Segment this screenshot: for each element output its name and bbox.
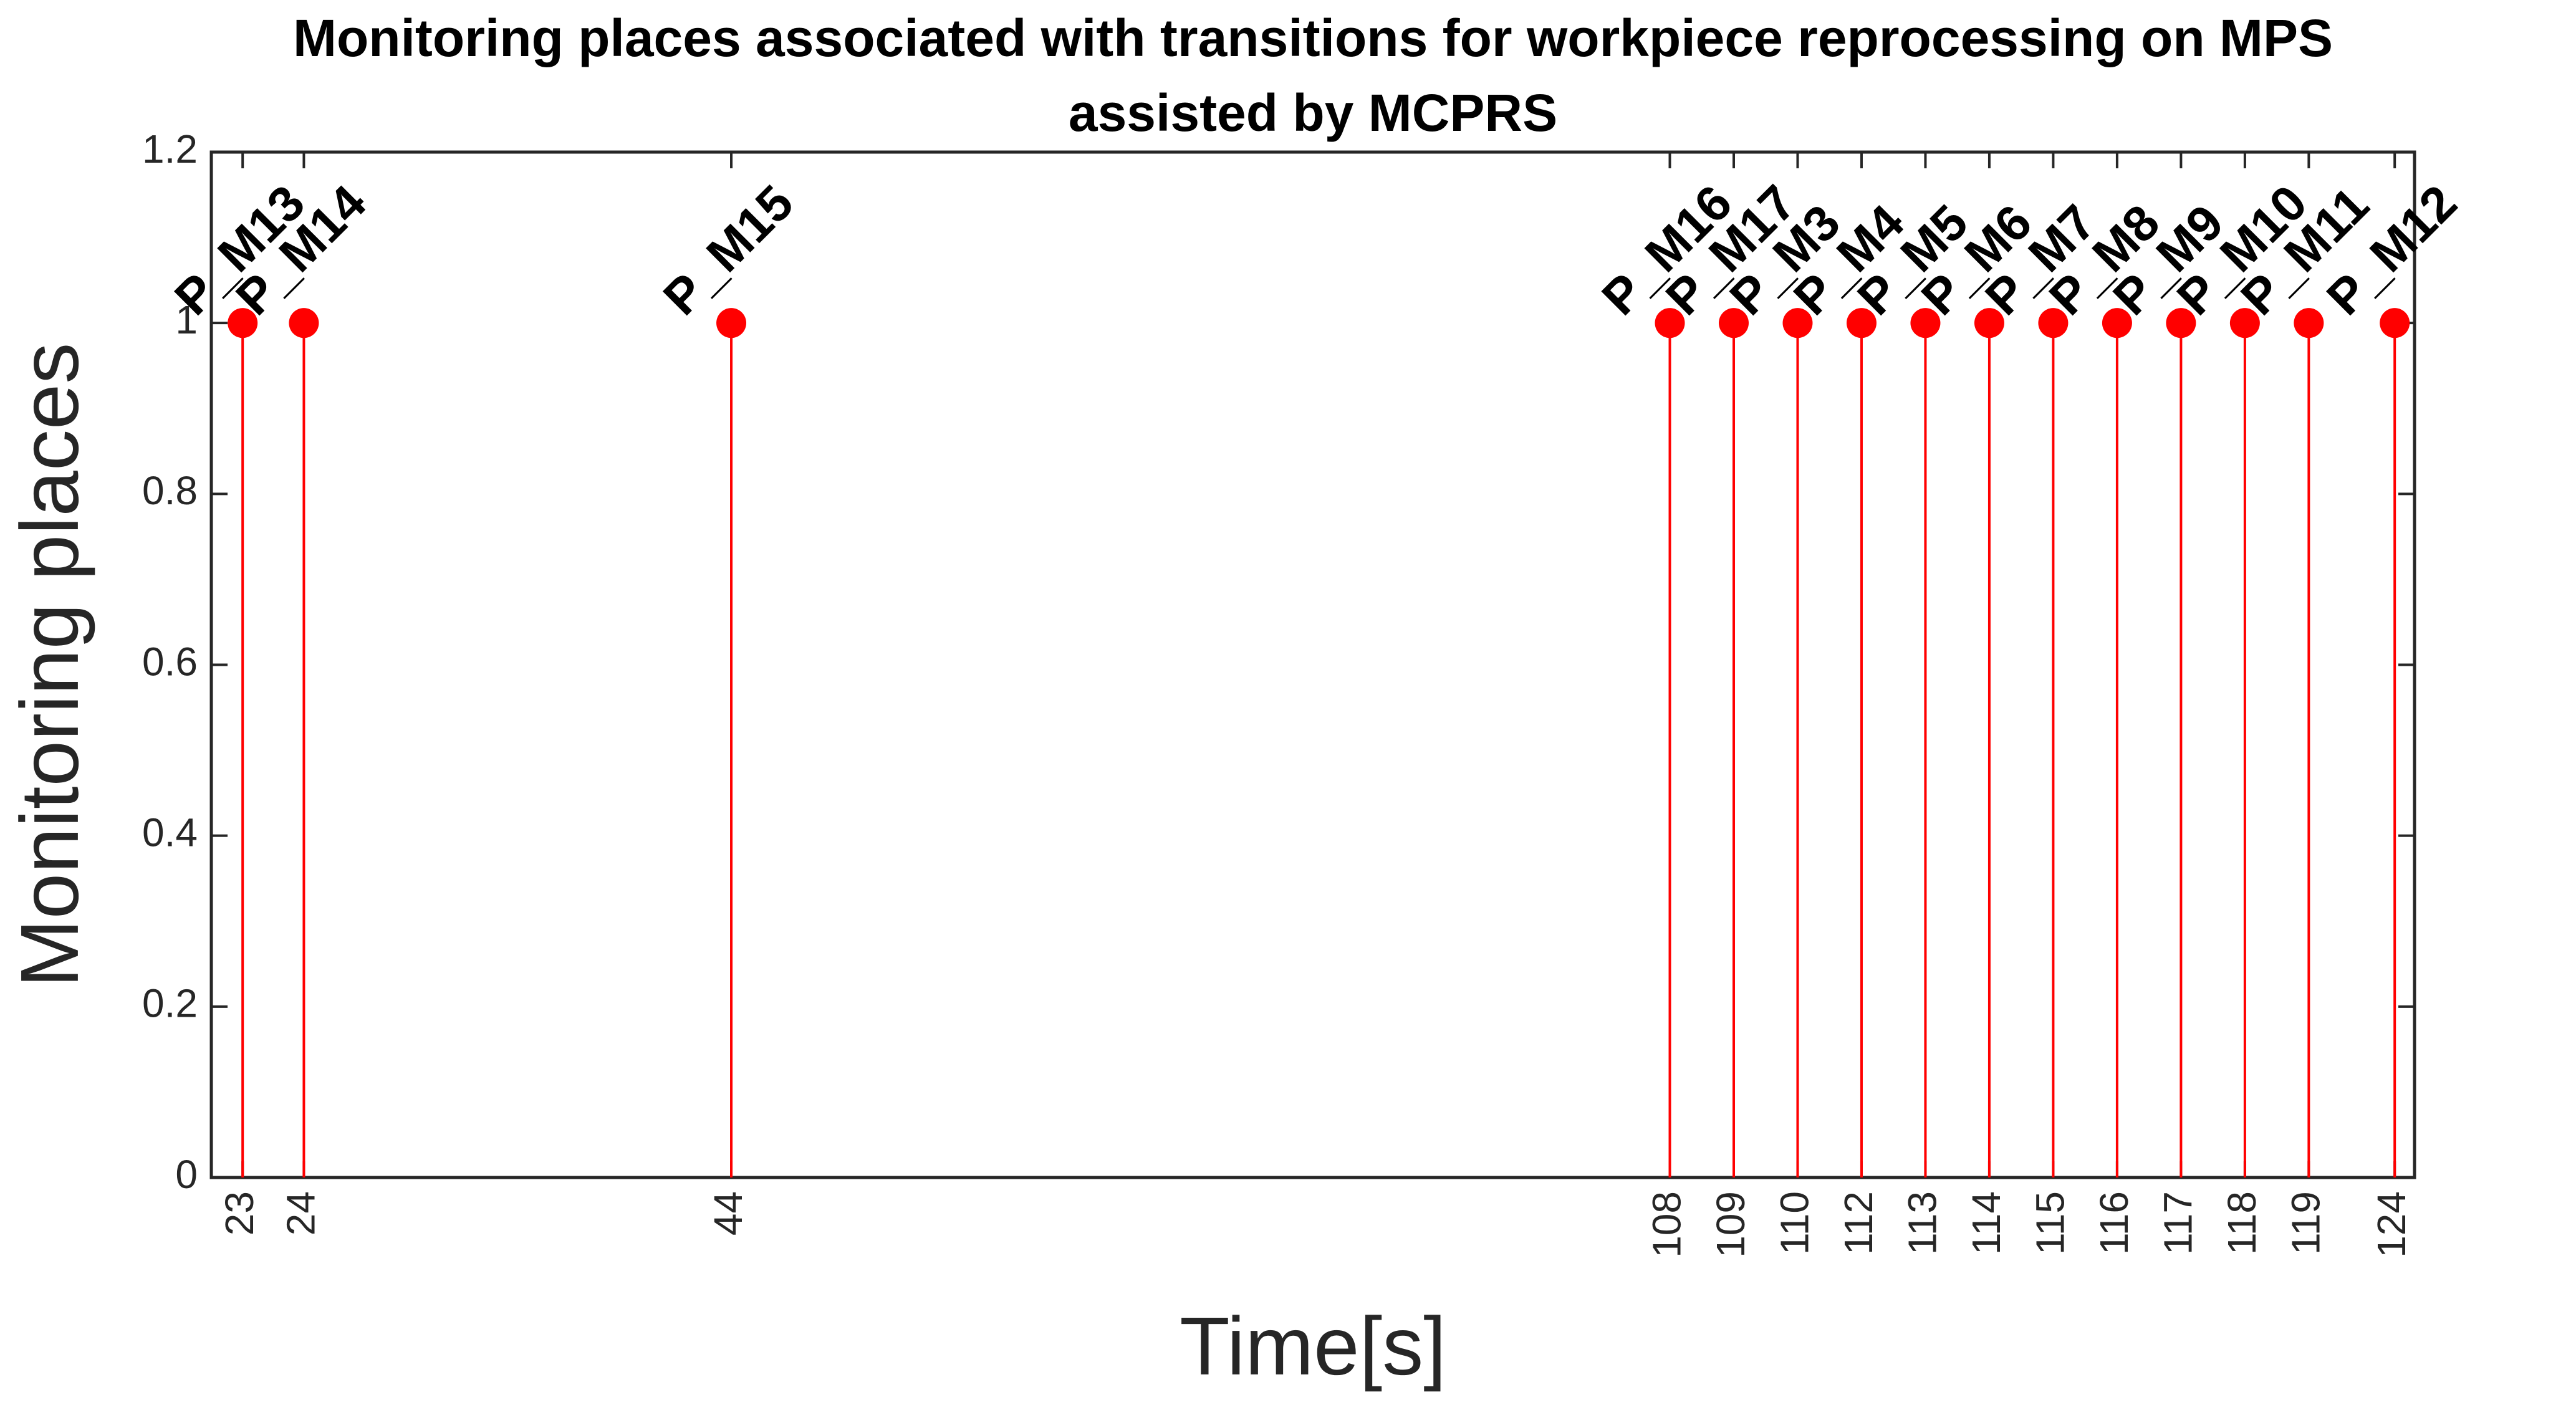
x-tick-label: 108: [1644, 1191, 1689, 1258]
stem-marker: [289, 308, 319, 338]
x-tick-label: 117: [2155, 1191, 2200, 1255]
x-tick-label: 112: [1836, 1191, 1881, 1255]
y-tick-label: 1.2: [142, 127, 198, 171]
y-tick-label: 0.6: [142, 639, 198, 684]
stem-marker: [1974, 308, 2004, 338]
x-axis-label: Time[s]: [1180, 1300, 1446, 1392]
x-tick-label: 113: [1900, 1191, 1944, 1255]
x-tick-label: 124: [2369, 1191, 2414, 1258]
y-tick-label: 0: [175, 1152, 198, 1197]
x-tick-label: 44: [706, 1191, 751, 1235]
x-tick-label: 110: [1772, 1191, 1817, 1255]
x-tick-label: 115: [2027, 1191, 2072, 1255]
chart-title: assisted by MCPRS: [1069, 84, 1557, 142]
x-tick-label: 23: [217, 1191, 262, 1235]
stem-marker: [228, 308, 258, 338]
stem-marker: [1718, 308, 1749, 338]
stem-marker: [2166, 308, 2196, 338]
stem-marker: [2294, 308, 2324, 338]
x-tick-label: 109: [1708, 1191, 1753, 1258]
y-tick-label: 0.2: [142, 981, 198, 1026]
x-tick-label: 114: [1964, 1191, 2009, 1255]
stem-marker: [1846, 308, 1877, 338]
y-tick-label: 0.4: [142, 810, 198, 855]
x-tick-label: 118: [2219, 1191, 2264, 1255]
x-tick-label: 24: [278, 1191, 323, 1235]
stem-marker: [2038, 308, 2069, 338]
y-axis-label: Monitoring places: [4, 343, 95, 988]
y-tick-label: 0.8: [142, 468, 198, 513]
stem-marker: [1782, 308, 1813, 338]
stem-marker: [1655, 308, 1685, 338]
x-tick-label: 119: [2283, 1191, 2328, 1255]
stem-marker: [1910, 308, 1941, 338]
stem-marker: [2380, 308, 2410, 338]
y-tick-label: 1: [175, 297, 198, 342]
chart-title: Monitoring places associated with transi…: [293, 9, 2333, 67]
stem-marker: [2102, 308, 2132, 338]
stem-marker: [2229, 308, 2260, 338]
x-tick-label: 116: [2092, 1191, 2136, 1255]
stem-marker: [716, 308, 747, 338]
